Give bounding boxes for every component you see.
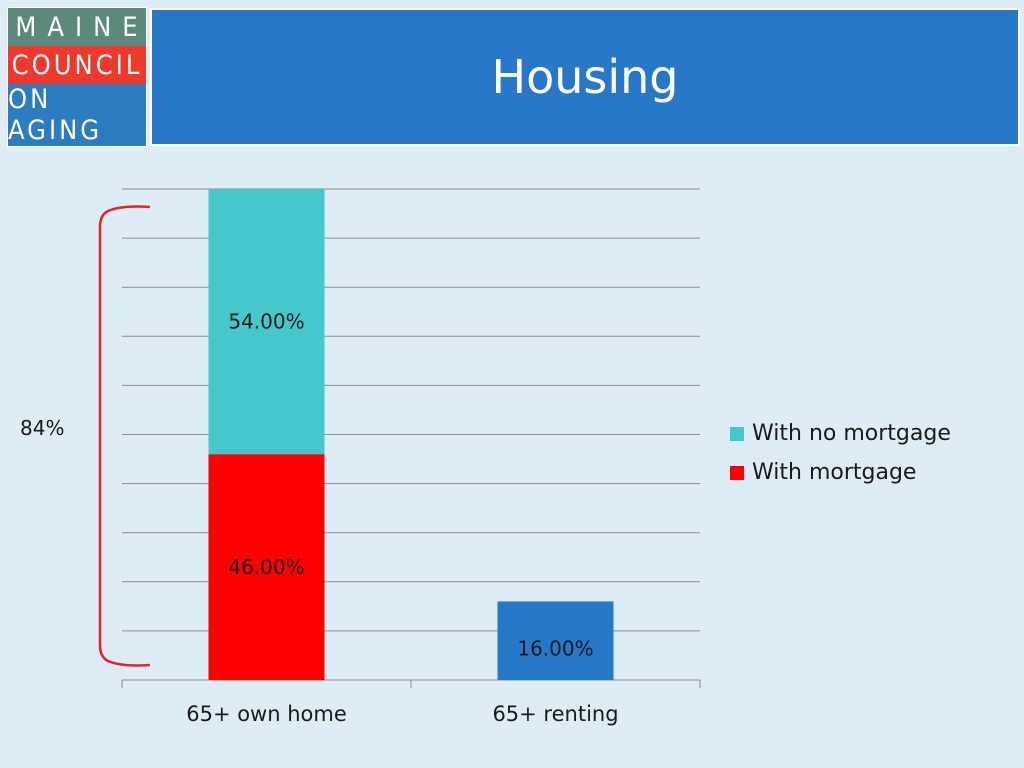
logo-band-maine: MAINE [8,8,146,46]
maine-council-on-aging-logo: MAINE COUNCIL ON AGING [7,7,147,147]
data-label-renting: 16.00% [517,637,593,661]
data-label-with-no-mortgage: 54.00% [228,310,304,334]
bracket-line [98,205,151,667]
slide-title: Housing [491,50,679,104]
logo-band-on-aging: ON AGING [8,84,146,146]
logo-band-council: COUNCIL [8,46,146,84]
bar-with-mortgage [208,454,325,680]
legend-label-no-mortgage: With no mortgage [752,421,951,446]
legend-label-mortgage: With mortgage [752,460,917,485]
bar-renting [497,601,614,680]
slide-header: Housing [150,8,1020,146]
data-label-with-mortgage: 46.00% [228,555,304,579]
chart-legend: With no mortgage With mortgage [730,414,951,492]
x-tick-label: 65+ own home [186,702,347,726]
bar-with-no-mortgage [208,189,325,455]
x-tick-label: 65+ renting [492,702,618,726]
legend-swatch-mortgage [730,465,744,480]
legend-item-no-mortgage: With no mortgage [730,414,951,453]
legend-swatch-no-mortgage [730,426,744,441]
bracket-total-label: 84% [20,416,65,440]
legend-item-mortgage: With mortgage [730,453,951,492]
